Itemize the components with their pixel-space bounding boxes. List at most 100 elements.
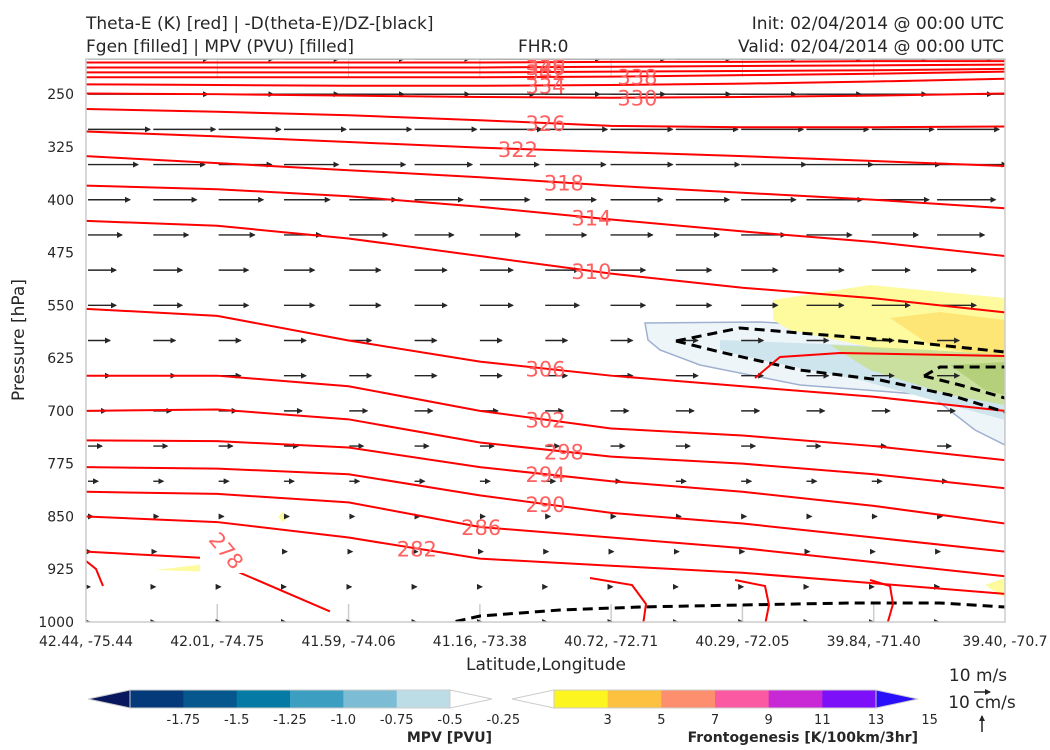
theta-e-contour-line bbox=[86, 77, 1005, 87]
y-axis-label: Pressure [hPa] bbox=[9, 279, 29, 401]
contour-label: 290 bbox=[525, 493, 565, 517]
contour-label: 318 bbox=[544, 172, 584, 196]
theta-e-contour-line bbox=[86, 60, 1005, 64]
x-tick-label: 39.84, -71.40 bbox=[827, 634, 921, 650]
contour-label: 306 bbox=[525, 358, 565, 382]
colorbar-tick-label: -0.5 bbox=[437, 713, 462, 728]
colorbar-tick-label: 7 bbox=[711, 713, 719, 728]
colorbar-frame bbox=[129, 689, 451, 709]
x-tick-label: 41.16, -73.38 bbox=[433, 634, 527, 650]
contour-label: 294 bbox=[525, 463, 565, 487]
colorbar-tick-label: -0.25 bbox=[487, 713, 521, 728]
y-tick-label: 550 bbox=[47, 298, 74, 314]
theta-e-contour-line bbox=[86, 67, 1005, 74]
y-tick-label: 325 bbox=[47, 140, 74, 156]
colorbar-extend-right bbox=[449, 689, 493, 709]
dthetae-dz-contour bbox=[675, 339, 1005, 414]
colorbar-tick-label: 11 bbox=[814, 713, 831, 728]
colorbar-tick-label: -1.0 bbox=[331, 713, 356, 728]
theta-e-contour-line bbox=[86, 490, 1005, 578]
dthetae-dz-contour bbox=[923, 365, 1005, 378]
colorbar-segment bbox=[343, 690, 398, 708]
y-tick-label: 475 bbox=[47, 246, 74, 262]
theta-e-contour-line bbox=[86, 107, 1005, 129]
contour-label: 338 bbox=[617, 65, 657, 89]
fgen-fill-orange bbox=[890, 312, 1005, 360]
theta-e-contour-line bbox=[86, 560, 104, 587]
theta-e-contour-line bbox=[86, 63, 1005, 69]
x-tick-label: 42.01, -74.75 bbox=[170, 634, 264, 650]
theta-e-contour-line bbox=[86, 515, 1005, 595]
colorbar-tick-label: 15 bbox=[921, 713, 938, 728]
fgen-fill-small-3 bbox=[985, 578, 1005, 598]
y-tick-label: 400 bbox=[47, 193, 74, 209]
fgen-colorbar: 3 5 7 9 11 13 15 bbox=[511, 689, 938, 728]
dthetae-dz-contour bbox=[675, 326, 1005, 354]
wind-ref-horizontal-label: 10 m/s bbox=[949, 666, 1007, 686]
colorbar-extend-left bbox=[511, 689, 555, 709]
theta-e-contour-line bbox=[86, 184, 1005, 258]
colorbar-frame bbox=[553, 689, 877, 709]
contour-label: 350 bbox=[525, 51, 565, 75]
contour-label: 322 bbox=[498, 138, 538, 162]
theta-e-contour-line bbox=[86, 307, 1005, 412]
y-tick-label: 850 bbox=[47, 509, 74, 525]
colorbar-segment bbox=[183, 690, 238, 708]
wind-vectors bbox=[86, 59, 1005, 622]
colorbar-segment bbox=[715, 690, 770, 708]
x-tick-label: 40.29, -72.05 bbox=[695, 634, 789, 650]
fgen-colorbar-title: Frontogenesis [K/100km/3hr] bbox=[688, 730, 918, 746]
colorbar-segment bbox=[822, 690, 877, 708]
theta-e-contour-line bbox=[869, 579, 895, 622]
theta-e-contour-line bbox=[86, 439, 1005, 525]
y-axis-ticks: 250 325 400 475 550 625 700 775 850 925 1000 bbox=[38, 87, 74, 631]
theta-e-contours bbox=[86, 60, 1005, 613]
dthetae-dz-contour bbox=[446, 601, 1005, 622]
mpv-fgen-overlap bbox=[830, 345, 1005, 405]
y-tick-label: 625 bbox=[47, 351, 74, 367]
y-tick-label: 250 bbox=[47, 87, 74, 103]
contour-label: 326 bbox=[525, 112, 565, 136]
colorbar-tick-label: -1.25 bbox=[273, 713, 307, 728]
colorbar-tick-label: 5 bbox=[657, 713, 665, 728]
forecast-hour: FHR:0 bbox=[518, 37, 569, 57]
colorbar-extend-right bbox=[875, 689, 919, 709]
wind-ref-vertical-label: 10 cm/s bbox=[948, 693, 1016, 713]
theta-e-surface-contours bbox=[86, 351, 1005, 622]
theta-e-contour-line bbox=[86, 70, 1005, 79]
y-tick-label: 925 bbox=[47, 562, 74, 578]
theta-e-contour-line bbox=[86, 155, 1005, 210]
colorbar-segment bbox=[290, 690, 344, 708]
chart-title-line2: Fgen [filled] | MPV (PVU) [filled] bbox=[86, 37, 355, 57]
colorbar-tick-label: 13 bbox=[868, 713, 885, 728]
colorbar-segment bbox=[236, 690, 291, 708]
x-tick-label: 41.59, -74.06 bbox=[302, 634, 396, 650]
colorbar-segment bbox=[768, 690, 823, 708]
dthetae-dz-contours bbox=[446, 326, 1005, 622]
colorbar-segment bbox=[607, 690, 662, 708]
colorbar-segment bbox=[554, 690, 609, 708]
mpv-fgen-overlap-dark bbox=[950, 362, 1005, 395]
valid-time: Valid: 02/04/2014 @ 00:00 UTC bbox=[738, 37, 1004, 57]
contour-label: 342 bbox=[525, 61, 565, 85]
plot-frame bbox=[85, 58, 1006, 623]
contour-label: 330 bbox=[617, 87, 657, 111]
contour-label: 310 bbox=[571, 260, 611, 284]
colorbar-segment bbox=[396, 690, 451, 708]
contour-label: 302 bbox=[525, 409, 565, 433]
contour-label-bg bbox=[200, 528, 250, 573]
contour-label: 346 bbox=[525, 56, 565, 80]
colorbar-tick-label: 9 bbox=[765, 713, 773, 728]
theta-e-contour-line bbox=[86, 374, 1005, 462]
contour-label: 314 bbox=[571, 207, 611, 231]
mpv-colorbar: -1.75 -1.5 -1.25 -1.0 -0.75 -0.5 -0.25 bbox=[87, 689, 521, 728]
y-tick-label: 700 bbox=[47, 404, 74, 420]
x-tick-label: 40.72, -72.71 bbox=[564, 634, 658, 650]
theta-e-contour-line bbox=[734, 579, 771, 622]
theta-e-contour-line bbox=[86, 466, 1005, 553]
x-axis-label: Latitude,Longitude bbox=[466, 655, 626, 675]
mpv-colorbar-title: MPV [PVU] bbox=[407, 730, 492, 746]
